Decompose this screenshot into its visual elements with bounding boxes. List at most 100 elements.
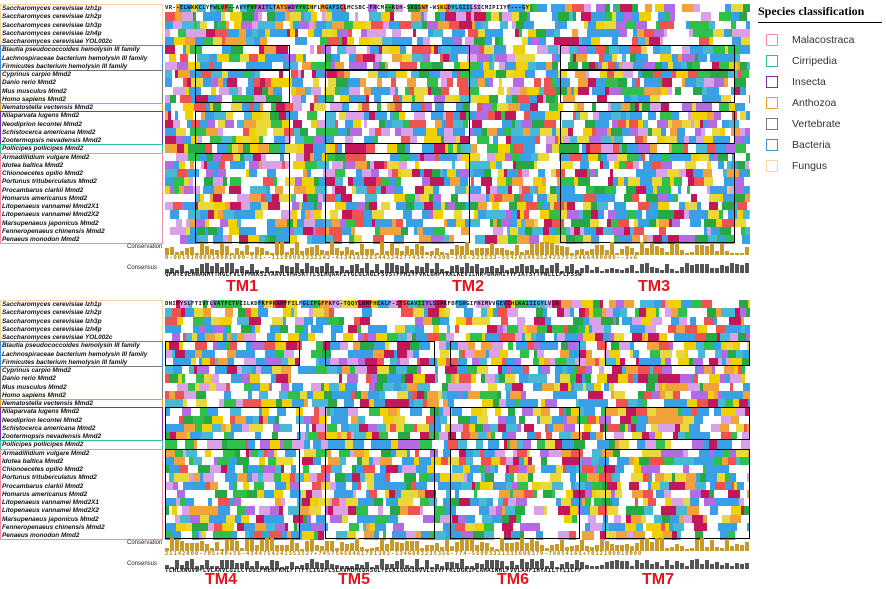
residue-segment <box>660 94 672 104</box>
residue-segment <box>727 136 730 145</box>
residue-segment <box>455 94 460 104</box>
residue-segment <box>650 144 657 154</box>
tm-region-box <box>195 152 290 244</box>
residue-segment <box>596 4 605 13</box>
residue-segment <box>392 53 402 63</box>
residue-segment <box>720 70 728 79</box>
residue-segment <box>588 78 596 88</box>
residue-segment <box>643 136 647 145</box>
residue-segment <box>495 37 499 46</box>
residue-segment <box>257 169 267 178</box>
residue-segment <box>686 169 693 178</box>
residue-segment <box>584 20 588 30</box>
residue-segment <box>623 70 633 79</box>
residue-segment <box>271 119 282 129</box>
residue-segment <box>288 169 296 178</box>
residue-segment <box>373 37 382 46</box>
residue-segment <box>165 20 173 30</box>
residue-segment <box>424 78 427 88</box>
residue-segment <box>743 45 746 55</box>
conservation-bar <box>315 245 319 255</box>
residue-segment <box>641 152 645 162</box>
residue-segment <box>381 103 387 112</box>
residue-segment <box>273 177 277 187</box>
residue-segment <box>286 111 298 121</box>
residue-segment <box>633 61 643 71</box>
conservation-bar <box>245 540 249 551</box>
residue-segment <box>174 177 184 187</box>
residue-segment <box>482 119 489 129</box>
residue-segment <box>471 152 480 162</box>
residue-segment <box>301 70 304 79</box>
residue-segment <box>249 103 253 112</box>
residue-segment <box>699 37 709 46</box>
residue-segment <box>258 12 262 22</box>
residue-segment <box>721 111 732 121</box>
residue-segment <box>456 136 460 145</box>
residue-segment <box>519 12 527 22</box>
residue-segment <box>222 37 225 46</box>
residue-segment <box>201 160 204 170</box>
residue-segment <box>225 12 230 22</box>
residue-segment <box>177 169 187 178</box>
residue-segment <box>406 45 412 55</box>
residue-segment <box>512 152 519 162</box>
residue-segment <box>335 169 345 178</box>
residue-segment <box>191 4 197 13</box>
residue-segment <box>226 20 229 30</box>
residue-segment <box>557 37 567 46</box>
residue-segment <box>422 177 430 187</box>
residue-segment <box>375 53 382 63</box>
species-name: Chionoecetes opilio Mmd2 <box>2 170 83 177</box>
conservation-bar <box>475 248 479 255</box>
species-name: Homarus americanus Mmd2 <box>2 194 88 202</box>
residue-segment <box>519 152 531 162</box>
residue-segment <box>260 119 271 129</box>
residue-segment <box>338 119 342 129</box>
residue-segment <box>631 94 638 104</box>
residue-segment <box>360 78 366 88</box>
residue-segment <box>570 53 573 63</box>
species-name: Blautia pseudococcoides hemolysin III fa… <box>2 46 140 54</box>
tm-region-box <box>325 111 470 145</box>
residue-segment <box>638 37 645 46</box>
residue-segment <box>639 12 651 22</box>
residue-segment <box>731 20 736 30</box>
residue-segment <box>179 45 183 55</box>
residue-segment <box>614 136 623 145</box>
residue-segment <box>435 152 439 162</box>
residue-segment <box>672 160 678 170</box>
residue-segment <box>379 45 382 55</box>
residue-segment <box>576 111 580 121</box>
residue-segment <box>522 169 529 178</box>
residue-segment <box>280 144 285 154</box>
residue-segment <box>382 177 389 187</box>
residue-segment <box>349 103 358 112</box>
residue-segment <box>424 94 434 104</box>
residue-segment <box>202 45 211 55</box>
residue-segment <box>587 169 590 178</box>
residue-segment <box>229 20 234 30</box>
residue-segment <box>611 111 621 121</box>
residue-segment <box>687 12 691 22</box>
tm-region-box <box>450 407 580 441</box>
residue-segment <box>449 53 458 63</box>
residue-segment <box>241 20 252 30</box>
residue-segment <box>416 28 428 38</box>
residue-segment <box>420 61 432 71</box>
residue-segment <box>609 86 621 96</box>
residue-segment <box>648 127 652 137</box>
residue-segment <box>249 53 258 63</box>
residue-segment <box>672 86 675 96</box>
species-name: Saccharomyces cerevisiae YOL002c <box>2 38 113 45</box>
residue-segment <box>277 152 280 162</box>
residue-segment <box>561 160 573 170</box>
residue-segment <box>466 12 471 22</box>
residue-segment <box>481 177 492 187</box>
residue-segment <box>396 78 407 88</box>
residue-segment <box>441 86 449 96</box>
residue-segment <box>326 144 330 154</box>
residue-segment <box>633 28 637 38</box>
residue-segment <box>619 45 630 55</box>
residue-segment <box>250 144 258 154</box>
